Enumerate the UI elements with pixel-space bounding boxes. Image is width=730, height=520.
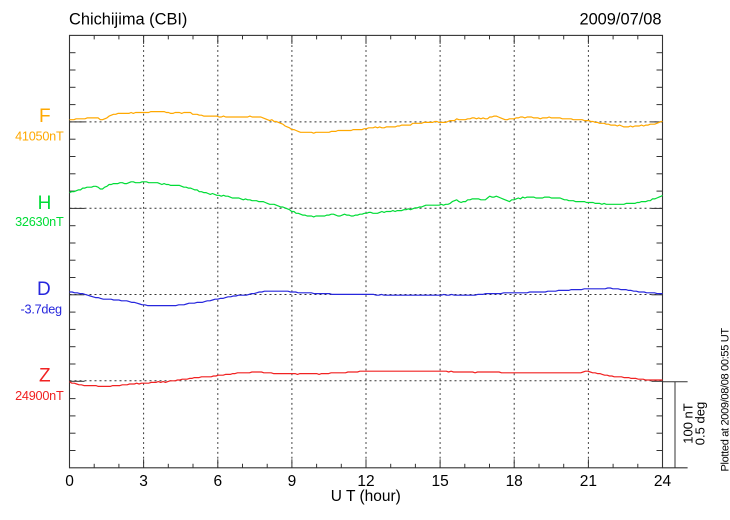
svg-text:100 nT: 100 nT: [681, 403, 696, 444]
svg-text:F: F: [39, 106, 51, 127]
svg-text:24: 24: [654, 473, 672, 490]
svg-text:15: 15: [431, 473, 448, 490]
svg-text:24900nT: 24900nT: [15, 389, 64, 403]
svg-text:41050nT: 41050nT: [15, 130, 64, 144]
svg-text:12: 12: [357, 473, 374, 490]
svg-text:18: 18: [506, 473, 523, 490]
svg-text:Plotted at 2009/08/08 00:55 UT: Plotted at 2009/08/08 00:55 UT: [720, 328, 730, 472]
svg-text:0: 0: [65, 473, 74, 490]
svg-text:-3.7deg: -3.7deg: [21, 302, 62, 316]
svg-text:3: 3: [139, 473, 148, 490]
svg-text:21: 21: [580, 473, 597, 490]
svg-text:Chichijima (CBI): Chichijima (CBI): [69, 11, 187, 29]
svg-text:32630nT: 32630nT: [15, 215, 64, 229]
svg-text:U T (hour): U T (hour): [331, 488, 401, 505]
svg-text:Z: Z: [39, 366, 51, 387]
svg-text:2009/07/08: 2009/07/08: [579, 11, 661, 29]
svg-text:D: D: [37, 279, 51, 300]
svg-text:9: 9: [288, 473, 297, 490]
svg-text:H: H: [38, 193, 52, 214]
svg-text:0.5 deg: 0.5 deg: [693, 402, 708, 445]
svg-text:6: 6: [213, 473, 222, 490]
